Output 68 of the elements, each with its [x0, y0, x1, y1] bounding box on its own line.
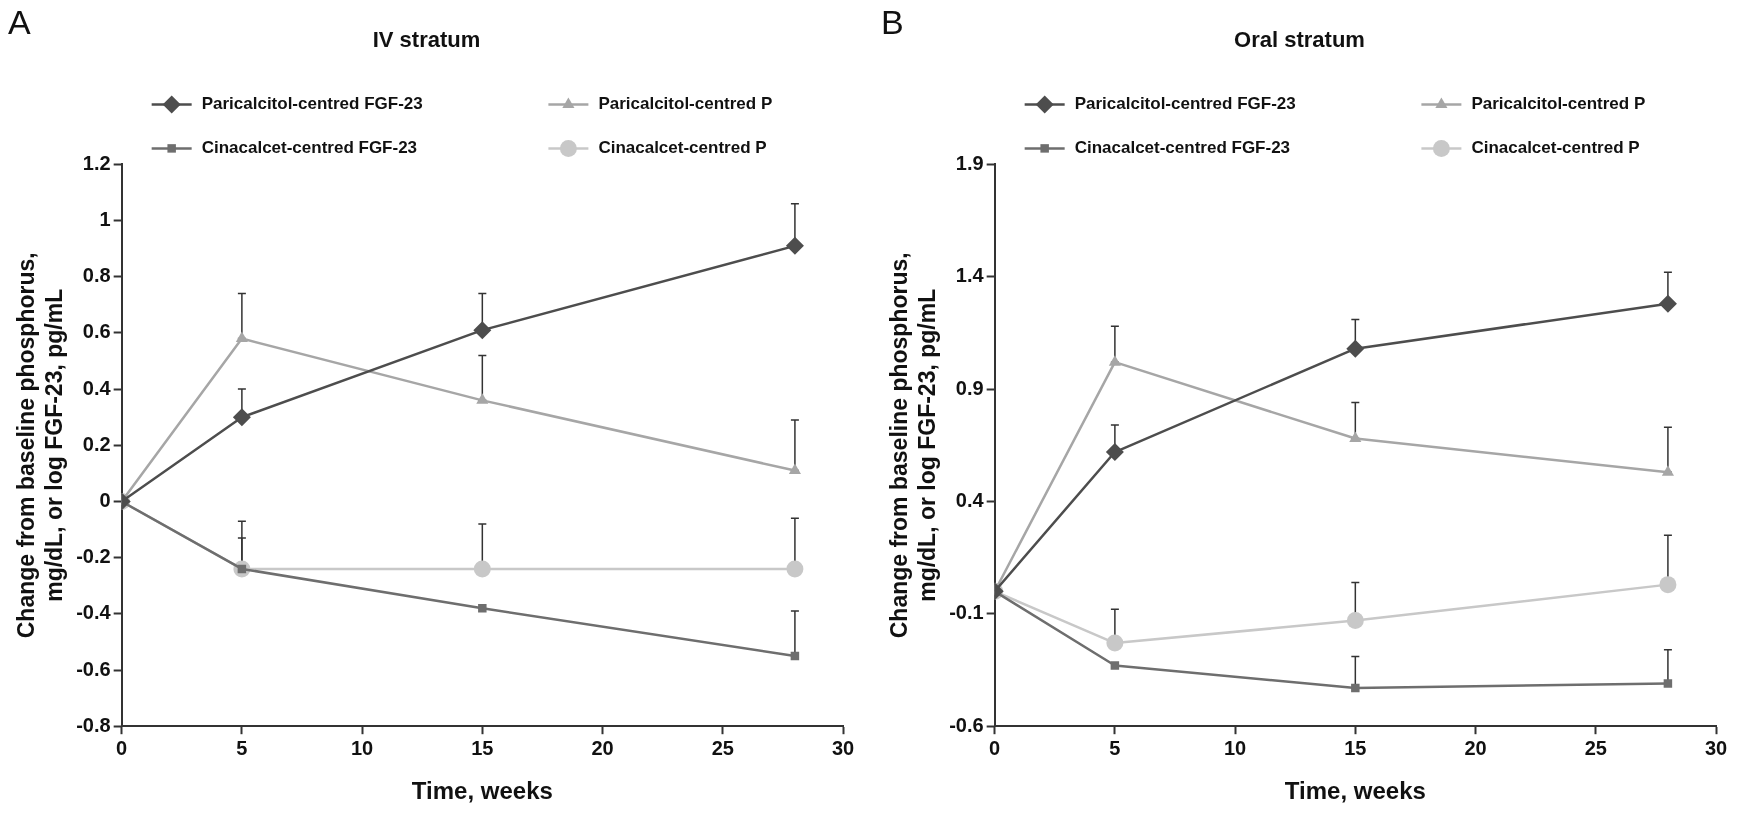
y-axis-title: Change from baseline phosphorus, mg/dL, or log FGF-23, pg/mL — [886, 252, 940, 639]
y-tick-label: 0.9 — [955, 376, 984, 399]
x-tick-label: 15 — [471, 736, 494, 759]
legend-label: Paricalcitol-centred FGF-23 — [201, 94, 423, 114]
x-axis-title: Time, weeks — [411, 777, 553, 805]
y-tick-label: 0.8 — [82, 264, 111, 287]
x-axis-title: Time, weeks — [1284, 777, 1426, 805]
x-tick-label: 15 — [1344, 736, 1367, 759]
point — [1351, 683, 1360, 693]
legend-label: Cinacalcet-centred FGF-23 — [1074, 138, 1291, 158]
y-tick-label: -0.6 — [76, 657, 111, 680]
y-tick-label: -0.6 — [949, 713, 984, 736]
x-tick-label: 20 — [1464, 736, 1487, 759]
point — [1663, 679, 1673, 688]
legend-label: Paricalcitol-centred FGF-23 — [1074, 94, 1296, 114]
chart-title: Oral stratum — [1234, 27, 1365, 53]
x-tick-label: 30 — [1704, 736, 1728, 759]
point — [1661, 465, 1674, 476]
point — [232, 408, 251, 427]
point — [788, 463, 801, 475]
y-tick-label: -0.4 — [76, 601, 112, 624]
x-tick-label: 30 — [831, 736, 855, 759]
point — [1659, 576, 1677, 594]
chart-title: IV stratum — [372, 27, 481, 53]
x-tick-label: 0 — [116, 736, 128, 759]
point — [1106, 634, 1124, 652]
x-tick-label: 25 — [1584, 736, 1607, 759]
point — [478, 603, 487, 613]
y-tick-label: 1.9 — [955, 151, 984, 174]
y-tick-label: 1 — [99, 208, 111, 231]
point — [1108, 355, 1121, 366]
y-tick-label: 0.6 — [82, 320, 111, 343]
point — [1658, 294, 1677, 313]
legend-label: Cinacalcet-centred P — [598, 138, 767, 158]
y-tick-label: 0.4 — [82, 376, 112, 399]
point — [1110, 661, 1120, 670]
y-tick-label: 1.4 — [955, 264, 985, 287]
y-tick-label: 0.4 — [955, 489, 985, 511]
legend-label: Cinacalcet-centred P — [1471, 138, 1640, 158]
point — [1349, 431, 1362, 443]
point — [476, 393, 489, 404]
x-tick-label: 10 — [350, 736, 374, 759]
y-tick-label: -0.8 — [76, 713, 111, 736]
x-tick-label: 5 — [236, 736, 248, 759]
text: B — [881, 3, 904, 42]
x-tick-label: 20 — [591, 736, 614, 759]
x-tick-label: 10 — [1223, 736, 1247, 759]
point — [1346, 612, 1364, 630]
text: A — [8, 3, 31, 42]
y-tick-label: 1.2 — [82, 151, 111, 174]
y-tick-label: -0.2 — [76, 545, 111, 568]
y-tick-label: 0.2 — [82, 432, 111, 455]
y-axis-title: Change from baseline phosphorus, mg/dL, or log FGF-23, pg/mL — [13, 252, 67, 639]
legend-label: Cinacalcet-centred FGF-23 — [201, 138, 418, 158]
x-tick-label: 25 — [711, 736, 734, 759]
legend-label: Paricalcitol-centred P — [1471, 94, 1646, 114]
point — [1346, 339, 1365, 358]
point — [235, 331, 248, 343]
x-tick-label: 0 — [989, 736, 1001, 759]
y-tick-label: 0 — [99, 489, 111, 511]
point — [1105, 443, 1124, 462]
point — [473, 321, 492, 340]
point — [785, 236, 804, 255]
x-tick-label: 5 — [1109, 736, 1121, 759]
legend-label: Paricalcitol-centred P — [598, 94, 773, 114]
point — [473, 560, 491, 578]
y-tick-label: -0.1 — [949, 601, 984, 624]
point — [786, 560, 804, 578]
